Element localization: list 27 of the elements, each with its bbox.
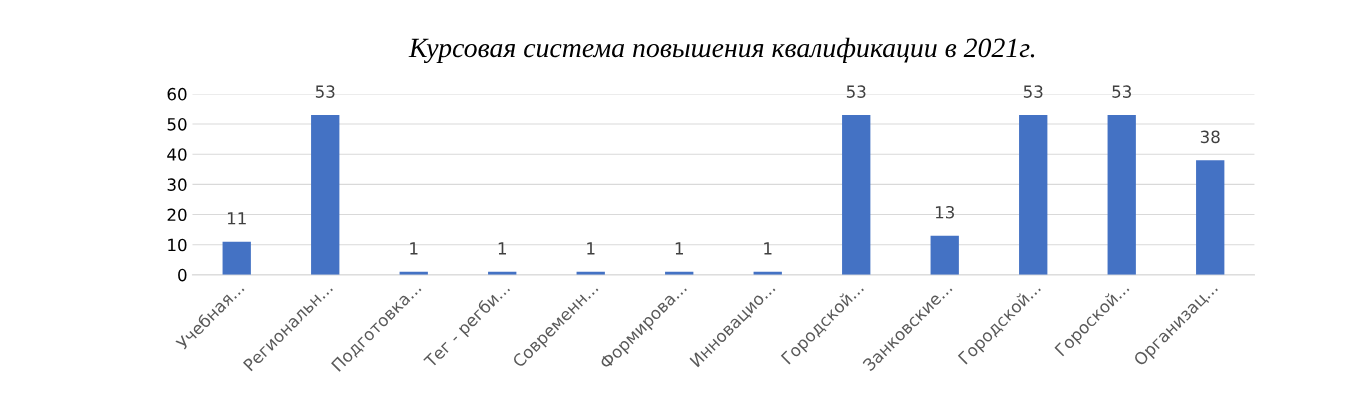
data-label: 13 <box>935 205 954 219</box>
data-label: 38 <box>1200 130 1220 144</box>
y-tick-label: 20 <box>167 208 187 222</box>
y-tick-label: 30 <box>167 178 187 191</box>
data-label: 1 <box>587 242 595 255</box>
data-label: 1 <box>675 242 683 255</box>
bar <box>311 115 340 275</box>
data-label: 1 <box>764 242 772 255</box>
chart-title: Курсовая система повышения квалификации в 2021г. <box>408 37 1035 64</box>
y-tick-label: 60 <box>167 87 187 101</box>
bar <box>1196 160 1225 275</box>
y-tick-label: 50 <box>167 118 187 131</box>
data-label: 11 <box>227 212 246 225</box>
data-label: 53 <box>315 85 335 98</box>
bar <box>1019 115 1048 275</box>
data-label: 53 <box>846 85 866 98</box>
y-tick-label: 10 <box>168 238 187 252</box>
bar <box>930 235 959 275</box>
y-tick-label: 40 <box>167 148 187 161</box>
y-tick-label: 0 <box>178 268 187 282</box>
data-label: 1 <box>410 242 418 255</box>
bar <box>1107 115 1136 275</box>
bar <box>842 115 871 275</box>
bar <box>222 241 251 275</box>
data-label: 53 <box>1112 85 1131 98</box>
data-label: 53 <box>1023 85 1043 98</box>
data-label: 1 <box>498 242 506 255</box>
